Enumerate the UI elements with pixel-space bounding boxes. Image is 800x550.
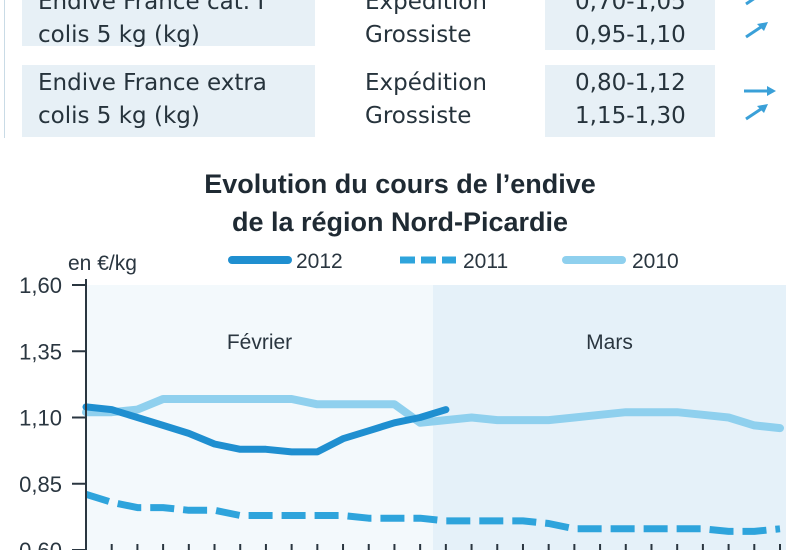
- chart-subtitle: de la région Nord-Picardie: [231, 207, 569, 237]
- legend-label-2012: 2012: [296, 250, 343, 273]
- trend-arrows: [744, 86, 776, 121]
- chart-title: Evolution du cours de l’endive: [204, 169, 596, 199]
- price-line-2: 0,95-1,10: [575, 22, 686, 48]
- product-line-1: Endive France cat. I: [38, 0, 265, 15]
- period-label: Février: [227, 331, 292, 354]
- trend-arrow-up-icon: [745, 104, 768, 121]
- y-tick-label: 1,10: [19, 406, 62, 431]
- market-line-1: Expédition: [365, 70, 487, 96]
- market-line-2: Grossiste: [365, 103, 472, 129]
- price-cell: 0,80-1,12 1,15-1,30: [545, 65, 715, 137]
- market-line-2: Grossiste: [365, 22, 472, 48]
- y-tick-label: 0,85: [19, 472, 62, 497]
- product-cell: Endive France cat. I colis 5 kg (kg): [22, 0, 315, 48]
- y-axis-label: en €/kg: [68, 252, 137, 275]
- product-line-2: colis 5 kg (kg): [38, 22, 200, 48]
- trend-arrow-up-icon: [745, 22, 768, 39]
- product-line-2: colis 5 kg (kg): [38, 103, 200, 129]
- market-cell: Expédition Grossiste: [365, 0, 535, 52]
- legend-label-2011: 2011: [463, 250, 508, 273]
- price-table: Endive France cat. I colis 5 kg (kg) Exp…: [0, 0, 800, 140]
- trend-arrow-right-icon: [744, 86, 776, 96]
- market-line-1: Expédition: [365, 0, 487, 15]
- price-cell: 0,70-1,05 0,95-1,10: [545, 0, 715, 50]
- y-tick-label: 0,60: [19, 538, 62, 550]
- table-left-rule: [4, 0, 5, 138]
- legend-label-2010: 2010: [632, 250, 679, 273]
- y-tick-label: 1,60: [19, 273, 62, 298]
- price-line-1: 0,70-1,05: [575, 0, 686, 15]
- trend-cell: [740, 65, 780, 133]
- series-line-2011: [84, 490, 781, 535]
- market-cell: Expédition Grossiste: [365, 65, 535, 133]
- price-line-1: 0,80-1,12: [575, 70, 686, 96]
- series-line-2010: [82, 395, 784, 433]
- trend-arrows: [745, 0, 768, 39]
- period-label: Mars: [586, 331, 633, 354]
- product-line-1: Endive France extra: [38, 70, 267, 96]
- trend-cell: [740, 0, 780, 52]
- price-line-2: 1,15-1,30: [575, 103, 686, 129]
- trend-arrow-up-icon: [745, 0, 755, 6]
- product-cell: Endive France extra colis 5 kg (kg): [22, 65, 315, 137]
- y-tick-label: 1,35: [19, 339, 62, 364]
